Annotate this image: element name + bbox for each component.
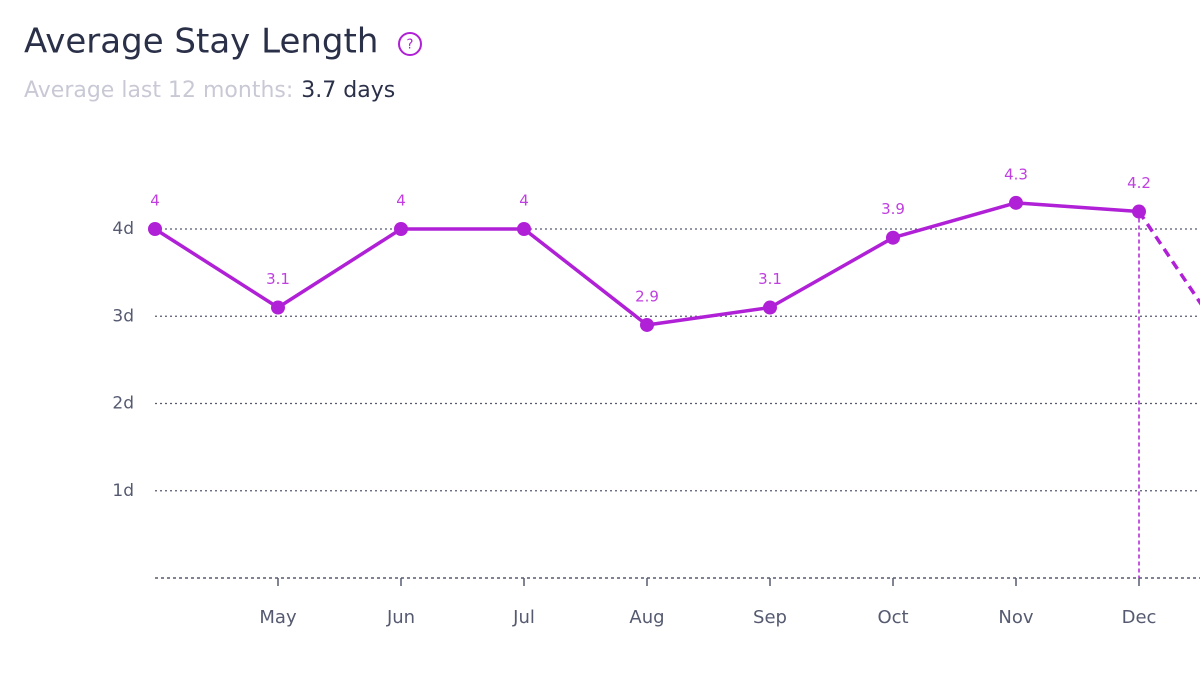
y-tick-label: 3d <box>112 306 134 326</box>
chart-title: Average Stay Length <box>24 22 378 62</box>
value-label: 3.9 <box>881 200 905 218</box>
x-tick-label: Dec <box>1122 607 1157 628</box>
value-label: 4 <box>519 192 529 210</box>
value-label: 3.1 <box>758 270 782 288</box>
x-tick-label: May <box>259 607 297 628</box>
point <box>394 222 408 236</box>
point <box>148 222 162 236</box>
help-icon-glyph[interactable]: ? <box>407 38 414 53</box>
value-label: 4.2 <box>1127 174 1151 192</box>
projected-line <box>1137 210 1200 306</box>
subtitle-value: 3.7 days <box>301 78 395 103</box>
value-label: 3.1 <box>266 270 290 288</box>
value-label: 2.9 <box>635 287 659 305</box>
help-icon[interactable] <box>398 32 422 56</box>
point <box>1009 195 1023 210</box>
x-tick-label: Aug <box>629 607 664 628</box>
x-tick-label: Jul <box>512 607 535 628</box>
value-label: 4 <box>150 192 160 210</box>
series-line <box>154 201 1140 327</box>
x-tick-label: Nov <box>998 607 1033 628</box>
point <box>271 300 285 315</box>
point <box>886 230 900 245</box>
point <box>640 317 654 332</box>
point <box>763 300 777 315</box>
value-label: 4.3 <box>1004 165 1028 183</box>
x-tick-label: Oct <box>877 607 908 628</box>
point <box>517 222 531 236</box>
x-tick-label: Sep <box>753 607 787 628</box>
x-tick-label: Jun <box>386 607 415 628</box>
y-tick-label: 1d <box>112 481 134 501</box>
y-tick-label: 4d <box>112 219 134 239</box>
y-tick-label: 2d <box>112 394 134 414</box>
point <box>1132 204 1146 219</box>
subtitle-label: Average last 12 months: <box>24 78 293 103</box>
value-label: 4 <box>396 192 406 210</box>
